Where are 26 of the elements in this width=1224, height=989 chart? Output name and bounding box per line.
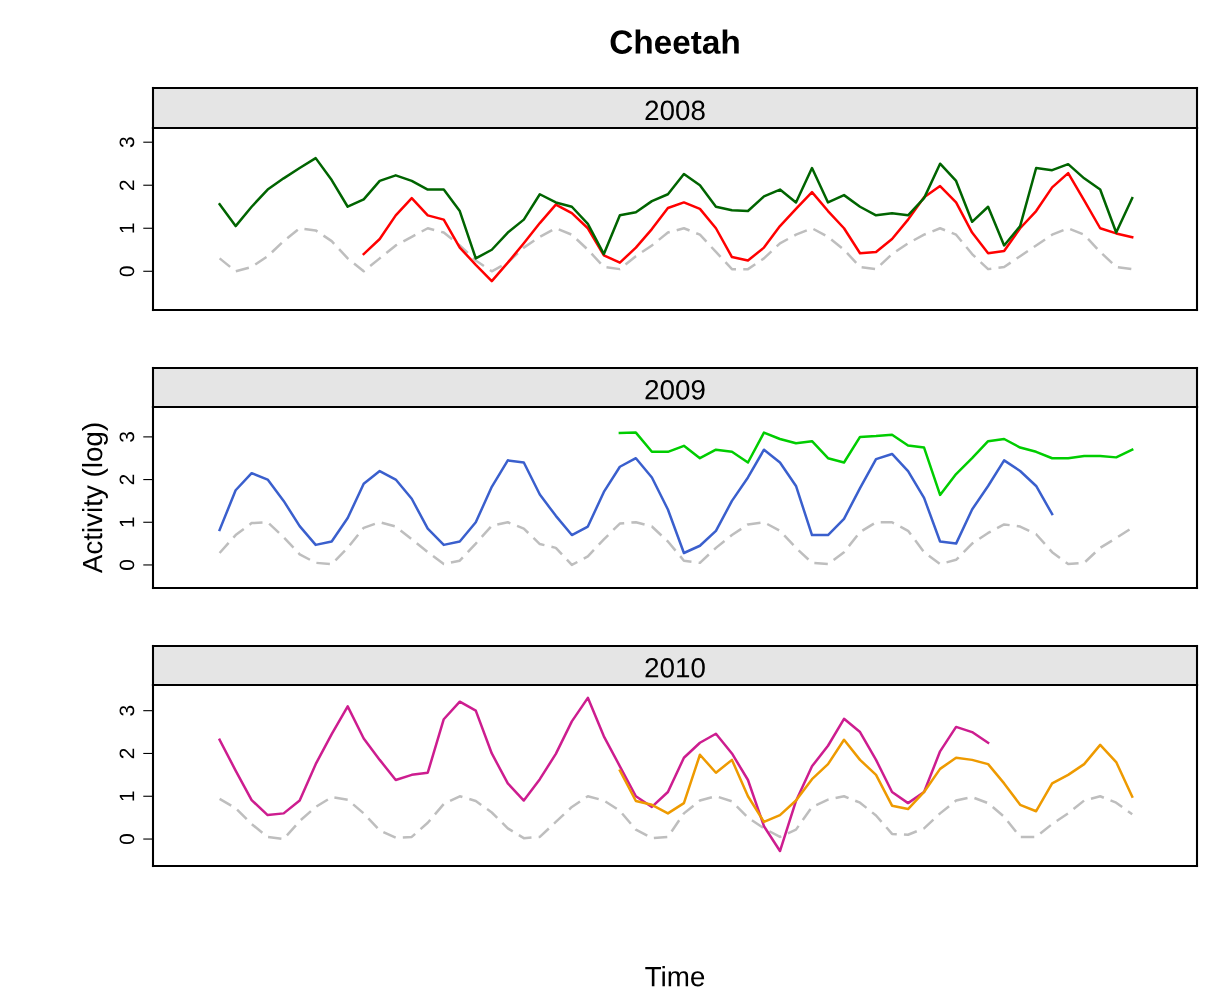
line-series (618, 431, 1134, 497)
chart-subtitle: 2010 (645, 657, 705, 678)
x-axis-title: Time (645, 966, 705, 987)
chart-title: Cheetah (610, 29, 739, 54)
y-tick-label: 1 (119, 791, 135, 801)
y-tick-label: 3 (119, 705, 135, 716)
y-tick-label: 0 (119, 834, 135, 845)
y-tick-label: 0 (119, 266, 135, 277)
y-tick-label: 2 (119, 748, 135, 759)
line-series (362, 171, 1134, 283)
chart-subtitle: 2009 (645, 379, 705, 400)
line-series (618, 738, 1134, 824)
y-tick-label: 2 (119, 180, 135, 190)
y-tick-label: 0 (119, 559, 135, 570)
line-series (218, 448, 1054, 555)
line-series (218, 156, 1134, 260)
y-tick-label: 2 (119, 474, 135, 485)
chart-subtitle: 2008 (645, 100, 705, 121)
line-series (218, 227, 1134, 273)
y-tick-label: 3 (119, 137, 135, 148)
y-axis-title: Activity (log) (81, 423, 108, 574)
line-series (218, 696, 990, 853)
y-tick-label: 1 (119, 223, 135, 233)
y-tick-label: 3 (119, 432, 135, 442)
line-series (218, 795, 1134, 841)
y-tick-label: 1 (119, 517, 135, 527)
